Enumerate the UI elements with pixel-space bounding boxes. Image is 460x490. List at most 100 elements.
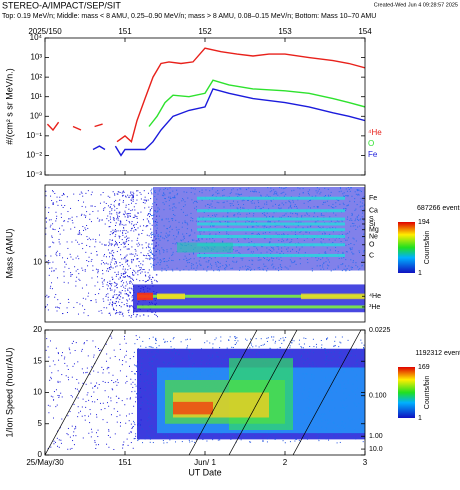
density-dot: [286, 267, 288, 269]
density-dot: [127, 194, 129, 196]
density-dot: [75, 280, 77, 282]
density-dot: [83, 372, 85, 374]
density-dot: [256, 233, 258, 235]
density-dot: [299, 188, 301, 190]
density-dot: [260, 435, 262, 437]
density-dot: [85, 192, 87, 194]
density-dot: [120, 254, 122, 256]
density-dot: [120, 281, 122, 283]
density-dot: [125, 271, 127, 273]
density-dot: [194, 193, 196, 195]
density-dot: [329, 233, 331, 235]
density-dot: [304, 436, 306, 438]
density-dot: [173, 206, 175, 208]
density-dot: [172, 338, 174, 340]
density-dot: [205, 189, 207, 191]
density-dot: [299, 248, 301, 250]
density-dot: [116, 244, 118, 246]
density-dot: [306, 258, 308, 260]
density-dot: [278, 220, 280, 222]
density-dot: [360, 191, 362, 193]
density-dot: [116, 283, 118, 285]
density-dot: [119, 305, 121, 307]
density-dot: [114, 285, 116, 287]
density-dot: [219, 221, 221, 223]
density-dot: [56, 404, 58, 406]
density-dot: [318, 188, 320, 190]
density-dot: [232, 188, 234, 190]
density-dot: [113, 231, 115, 233]
density-dot: [135, 272, 137, 274]
density-dot: [122, 232, 124, 234]
y2-tick-label: 0.100: [369, 393, 387, 400]
density-dot: [338, 221, 340, 223]
density-dot: [150, 263, 152, 265]
density-dot: [149, 255, 151, 257]
density-dot: [95, 444, 97, 446]
density-dot: [190, 267, 192, 269]
density-dot: [55, 441, 57, 443]
density-dot: [131, 209, 133, 211]
density-dot: [137, 227, 139, 229]
density-dot: [238, 354, 240, 356]
density-dot: [224, 221, 226, 223]
density-dot: [59, 302, 61, 304]
density-dot: [64, 266, 66, 268]
density-dot: [117, 271, 119, 273]
density-dot: [109, 302, 111, 304]
density-dot: [45, 305, 47, 307]
density-dot: [74, 266, 76, 268]
density-dot: [240, 188, 242, 190]
density-dot: [251, 241, 253, 243]
density-dot: [291, 239, 293, 241]
density-dot: [130, 192, 132, 194]
density-dot: [126, 248, 128, 250]
density-dot: [230, 191, 232, 193]
density-dot: [201, 359, 203, 361]
density-dot: [288, 207, 290, 209]
density-dot: [154, 269, 156, 271]
density-dot: [358, 250, 360, 252]
x-tick-label: 151: [118, 27, 132, 36]
density-dot: [333, 269, 335, 271]
density-dot: [117, 219, 119, 221]
density-dot: [132, 386, 134, 388]
density-dot: [189, 441, 191, 443]
density-dot: [214, 339, 216, 341]
density-dot: [122, 273, 124, 275]
density-dot: [304, 214, 306, 216]
density-dot: [126, 237, 128, 239]
density-dot: [244, 238, 246, 240]
density-dot: [254, 207, 256, 209]
density-dot: [107, 281, 109, 283]
density-dot: [280, 268, 282, 270]
density-dot: [350, 187, 352, 189]
density-dot: [83, 343, 85, 345]
density-dot: [316, 259, 318, 261]
series-line: [46, 121, 60, 132]
density-dot: [133, 420, 135, 422]
density-dot: [287, 250, 289, 252]
density-dot: [135, 365, 137, 367]
density-dot: [195, 200, 197, 202]
density-dot: [328, 239, 330, 241]
density-dot: [118, 211, 120, 213]
density-dot: [64, 356, 66, 358]
density-dot: [45, 349, 47, 351]
density-dot: [355, 218, 357, 220]
density-dot: [151, 243, 153, 245]
density-dot: [247, 268, 249, 270]
density-dot: [157, 262, 159, 264]
density-dot: [234, 353, 236, 355]
density-dot: [229, 336, 231, 338]
density-dot: [53, 270, 55, 272]
density-dot: [216, 355, 218, 357]
density-dot: [156, 281, 158, 283]
density-dot: [280, 353, 282, 355]
density-dot: [75, 270, 77, 272]
density-dot: [228, 234, 230, 236]
density-dot: [127, 269, 129, 271]
density-dot: [75, 239, 77, 241]
density-dot: [278, 270, 280, 272]
density-dot: [176, 194, 178, 196]
